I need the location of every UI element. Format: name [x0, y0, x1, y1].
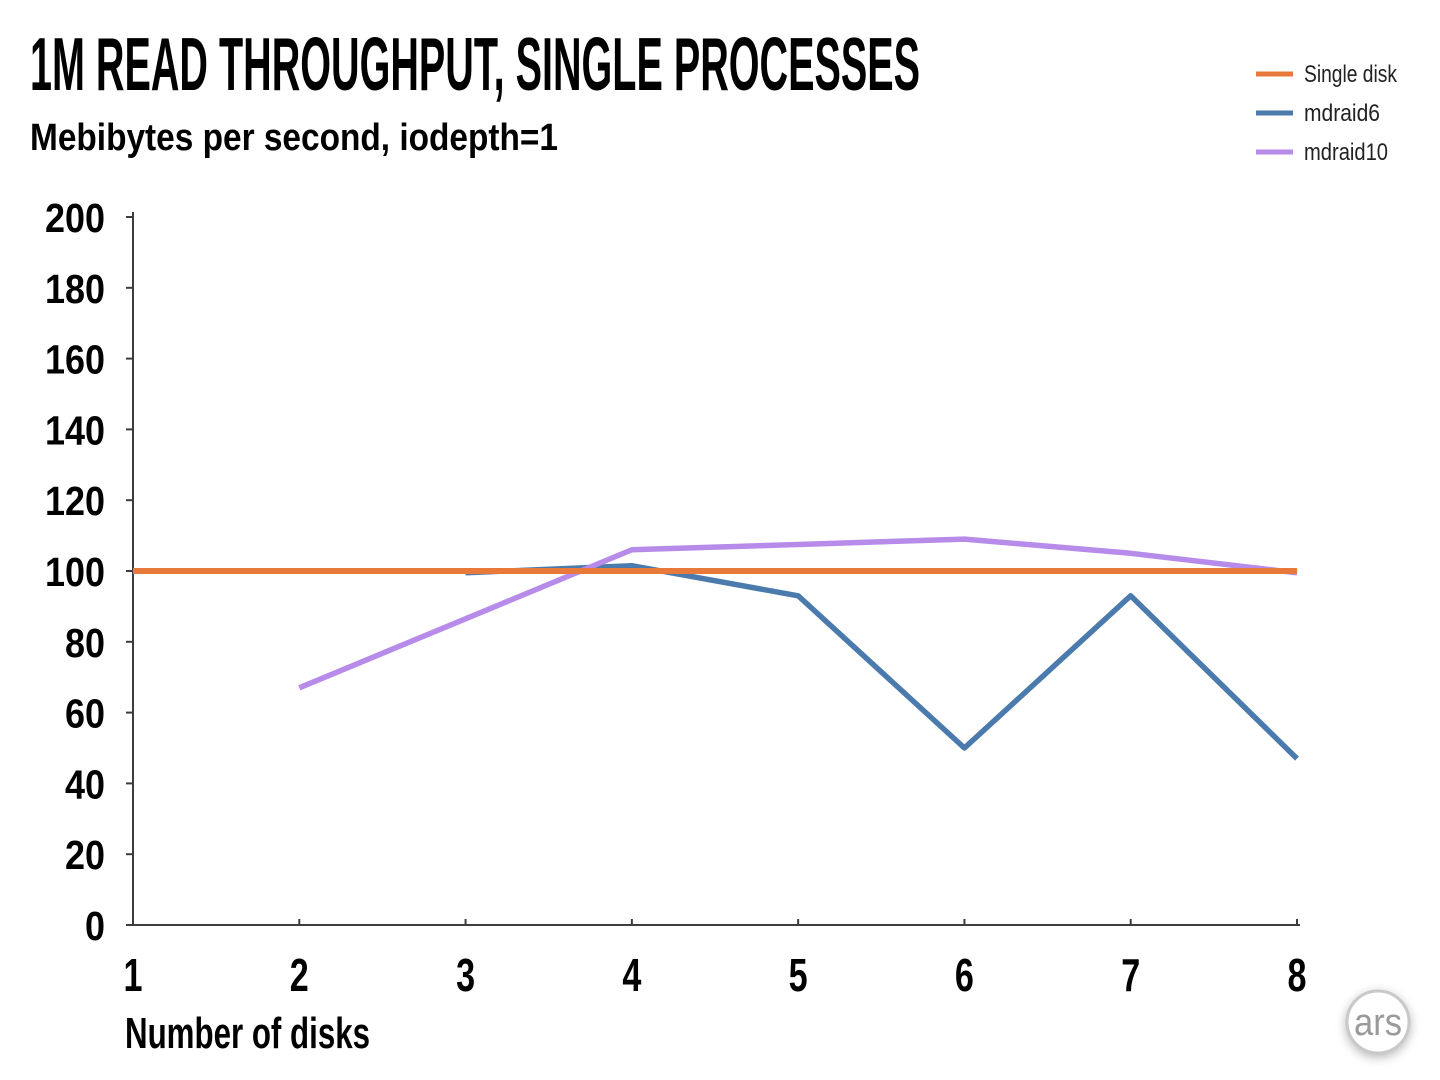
- legend-item-mdraid10: mdraid10: [1256, 139, 1388, 166]
- chart-subtitle: Mebibytes per second, iodepth=1: [30, 117, 558, 159]
- y-tick-label: 120: [45, 478, 105, 524]
- x-tick-label: 2: [290, 949, 309, 1001]
- x-axis-label: Number of disks: [125, 1009, 370, 1058]
- ars-logo: ars: [1345, 989, 1411, 1055]
- y-axis-ticks: 0 20 40 60 80 100 120 140 160 180 200: [45, 195, 133, 949]
- y-tick-label: 140: [45, 407, 105, 453]
- x-axis-ticks: 1 2 3 4 5 6 7 8: [124, 919, 1307, 1001]
- y-tick-label: 180: [45, 266, 105, 312]
- series-line-mdraid10: [298, 536, 1298, 691]
- legend-label-mdraid6: mdraid6: [1304, 100, 1380, 127]
- y-tick-label: 80: [65, 620, 105, 666]
- legend-item-mdraid6: mdraid6: [1256, 100, 1380, 127]
- legend-item-single-disk: Single disk: [1256, 61, 1398, 88]
- x-tick-label: 1: [124, 949, 143, 1001]
- y-tick-label: 40: [65, 761, 105, 807]
- x-tick-label: 7: [1121, 949, 1140, 1001]
- y-tick-label: 200: [45, 195, 105, 241]
- y-tick-label: 20: [65, 832, 105, 878]
- y-tick-label: 60: [65, 691, 105, 737]
- legend: Single disk mdraid6 mdraid10: [1256, 61, 1398, 166]
- x-tick-label: 4: [622, 949, 641, 1001]
- x-tick-label: 6: [955, 949, 974, 1001]
- ars-logo-circle-icon: [1345, 989, 1411, 1055]
- y-tick-label: 160: [45, 337, 105, 383]
- data-series: [133, 536, 1299, 761]
- x-tick-label: 5: [789, 949, 808, 1001]
- legend-label-single-disk: Single disk: [1304, 61, 1398, 88]
- y-tick-label: 100: [45, 549, 105, 595]
- x-tick-label: 3: [456, 949, 475, 1001]
- x-tick-label: 8: [1288, 949, 1307, 1001]
- legend-label-mdraid10: mdraid10: [1304, 139, 1388, 166]
- series-line-mdraid6: [465, 562, 1299, 761]
- y-tick-label: 0: [85, 903, 105, 949]
- chart-title: 1M READ THROUGHPUT, SINGLE PROCESSES: [30, 22, 920, 106]
- ars-logo-text: ars: [1354, 1002, 1402, 1044]
